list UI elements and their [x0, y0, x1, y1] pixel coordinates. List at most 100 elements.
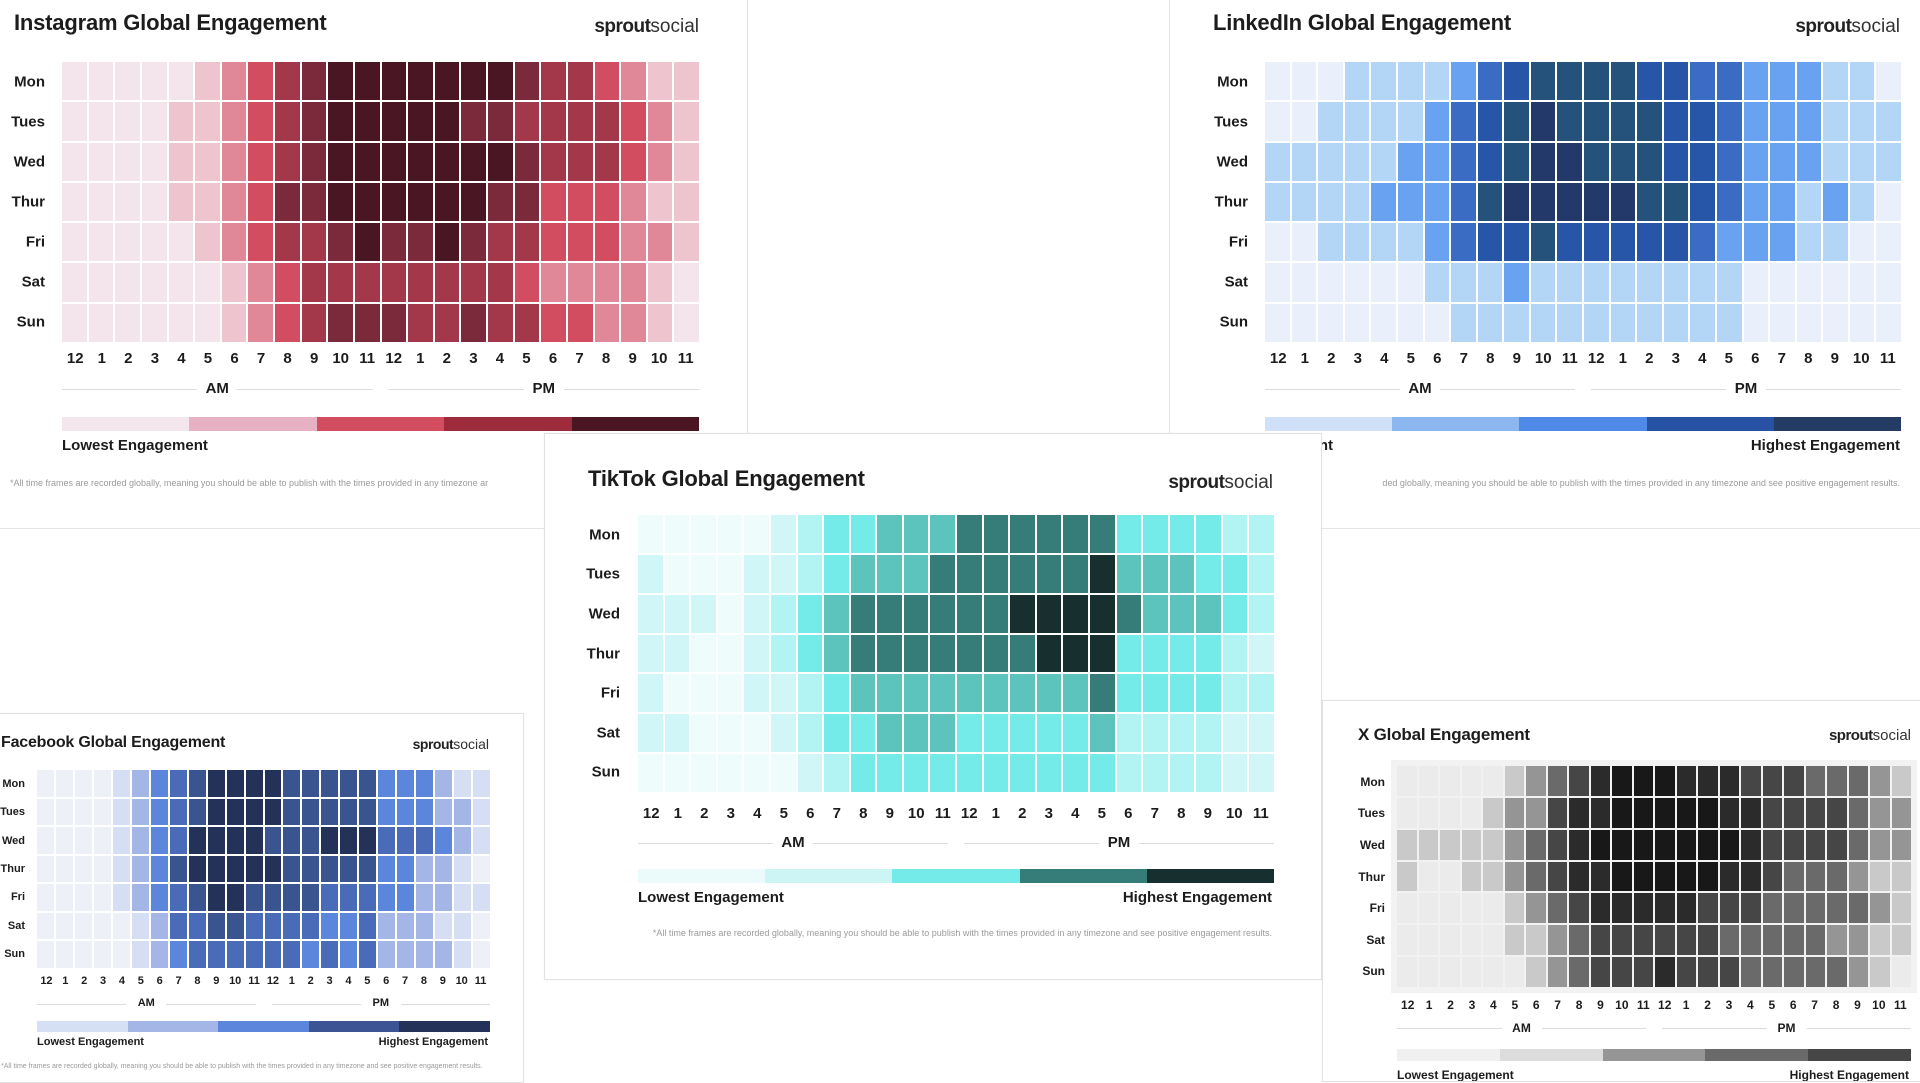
heatmap-cell — [416, 941, 434, 968]
heatmap-cell — [1196, 515, 1221, 553]
heatmap-cell — [770, 554, 796, 593]
heatmap-cell — [207, 827, 225, 854]
hour-label: 8 — [601, 350, 611, 367]
heatmap-cell — [150, 855, 168, 883]
heatmap-cell — [1483, 829, 1503, 860]
heatmap-cell — [1461, 766, 1481, 796]
heatmap-cell — [169, 855, 187, 883]
heatmap-cell — [1743, 263, 1769, 302]
heatmap-cell — [168, 182, 194, 222]
heatmap-cell — [1526, 861, 1546, 892]
hour-label: 11 — [1893, 998, 1907, 1012]
heatmap-cell — [1741, 861, 1761, 892]
heatmap-cell — [1249, 594, 1274, 633]
heatmap-cell — [1716, 62, 1742, 101]
logo-text-bold: sprout — [412, 736, 454, 752]
hour-label: 3 — [469, 350, 478, 367]
heatmap-cell — [340, 912, 358, 940]
heatmap-cell — [169, 912, 187, 940]
heatmap-cell — [1663, 62, 1689, 101]
heatmap-cell — [567, 263, 593, 302]
heatmap-cell — [283, 912, 301, 940]
heatmap-cell — [245, 770, 263, 797]
hour-label: 7 — [402, 975, 409, 987]
heatmap-cell — [850, 594, 876, 633]
heatmap-cell — [1849, 263, 1875, 302]
heatmap-cell — [1504, 182, 1529, 222]
day-label: Sun — [1219, 313, 1248, 331]
day-label: Sat — [7, 919, 25, 932]
heatmap-cell — [93, 827, 111, 854]
heatmap-cell — [188, 912, 206, 940]
heatmap-cell — [1089, 754, 1115, 792]
heatmap-cell — [1318, 102, 1343, 141]
hour-label: 7 — [256, 350, 266, 367]
legend-swatch — [1392, 417, 1520, 431]
heatmap-cell — [1716, 303, 1742, 342]
legend-swatch — [1146, 869, 1275, 883]
heatmap-cell — [1891, 861, 1911, 892]
heatmap-cell — [1716, 223, 1742, 262]
heatmap-cell — [1805, 797, 1825, 828]
heatmap-cell — [321, 798, 339, 826]
heatmap-cell — [408, 102, 433, 141]
heatmap-cell — [1770, 263, 1795, 302]
heatmap-cell — [1557, 223, 1582, 262]
legend-swatch — [1773, 417, 1902, 431]
heatmap-cell — [328, 303, 353, 342]
heatmap-cell — [1344, 263, 1370, 302]
hour-label: 1 — [1425, 998, 1433, 1012]
heatmap-cell — [1265, 263, 1290, 302]
hour-label: 6 — [1532, 998, 1540, 1012]
heatmap-cell — [1716, 263, 1742, 302]
heatmap-cell — [930, 515, 955, 553]
heatmap-cell — [378, 855, 396, 883]
heatmap-cell — [1784, 893, 1804, 924]
heatmap-cell — [378, 884, 396, 911]
heatmap-cell — [275, 223, 300, 262]
heatmap-cell — [1344, 142, 1370, 181]
heatmap-cell — [1741, 797, 1761, 828]
heatmap-cell — [621, 263, 646, 302]
heatmap-cell — [1397, 957, 1417, 987]
heatmap-cell — [1318, 62, 1343, 101]
heatmap-cell — [1762, 766, 1782, 796]
heatmap-cell — [1876, 102, 1901, 141]
heatmap-cell — [594, 263, 620, 302]
day-label: Sun — [591, 763, 620, 781]
heatmap-cell — [168, 62, 194, 101]
heatmap-cell — [74, 912, 92, 940]
heatmap-cell — [62, 263, 87, 302]
heatmap-cell — [1849, 62, 1875, 101]
hour-label: 12 — [385, 350, 403, 367]
heatmap-cell — [1169, 594, 1195, 633]
heatmap-cell — [1796, 142, 1822, 181]
heatmap-cell — [354, 62, 380, 101]
hour-label: 2 — [1327, 350, 1336, 367]
heatmap-cell — [131, 941, 149, 968]
heatmap-cell — [1676, 957, 1696, 987]
heatmap-cell — [1823, 62, 1848, 101]
heatmap-cell — [1784, 829, 1804, 860]
heatmap-cell — [1849, 102, 1875, 141]
heatmap-cell — [381, 182, 407, 222]
heatmap-cell — [744, 634, 769, 673]
heatmap-cell — [1089, 634, 1115, 673]
hour-label: 7 — [1554, 998, 1561, 1012]
heatmap-cell — [1036, 674, 1062, 713]
heatmap-cell — [1805, 766, 1825, 796]
heatmap-cell — [340, 884, 358, 911]
heatmap-cell — [514, 182, 540, 222]
heatmap-cell — [717, 594, 743, 633]
heatmap-cell — [1584, 62, 1609, 101]
heatmap-cell — [1784, 957, 1804, 987]
heatmap-cell — [1483, 861, 1503, 892]
heatmap-cell — [903, 714, 929, 753]
hour-label: 9 — [439, 975, 446, 987]
heatmap-cell — [1891, 829, 1911, 860]
heatmap-cell — [207, 941, 225, 968]
heatmap-cell — [408, 223, 433, 262]
heatmap-cell — [1397, 223, 1423, 262]
heatmap-cell — [378, 827, 396, 854]
hour-label: 8 — [859, 805, 868, 822]
